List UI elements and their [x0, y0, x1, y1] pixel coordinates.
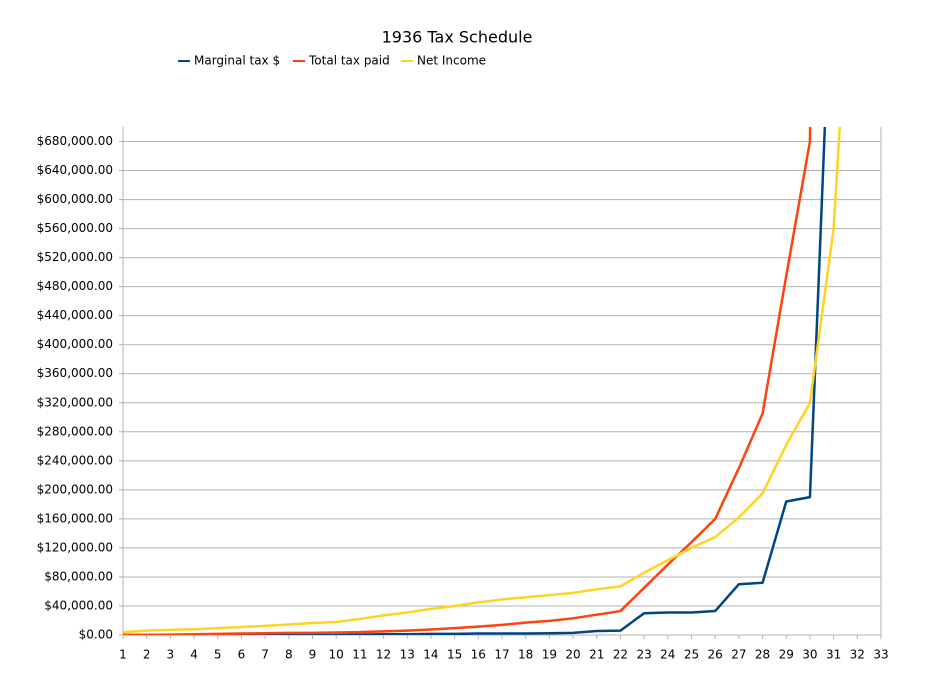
y-tick-label: $360,000.00: [37, 366, 113, 380]
x-tick-label: 21: [589, 648, 604, 662]
x-tick-label: 8: [285, 648, 293, 662]
x-tick-label: 18: [518, 648, 533, 662]
y-tick-label: $680,000.00: [37, 134, 113, 148]
x-tick-label: 4: [190, 648, 198, 662]
y-tick-label: $520,000.00: [37, 250, 113, 264]
x-tick-label: 7: [261, 648, 269, 662]
x-tick-label: 29: [779, 648, 794, 662]
x-tick-label: 25: [684, 648, 699, 662]
x-tick-label: 6: [238, 648, 246, 662]
y-tick-label: $600,000.00: [37, 192, 113, 206]
y-tick-label: $640,000.00: [37, 163, 113, 177]
series-line: [123, 127, 827, 635]
x-tick-label: 5: [214, 648, 222, 662]
x-tick-label: 23: [636, 648, 651, 662]
y-tick-label: $320,000.00: [37, 395, 113, 409]
legend-label: Total tax paid: [308, 54, 390, 68]
x-tick-label: 3: [167, 648, 175, 662]
y-tick-label: $40,000.00: [44, 598, 113, 612]
x-tick-label: 27: [731, 648, 746, 662]
y-tick-label: $400,000.00: [37, 337, 113, 351]
x-tick-label: 13: [400, 648, 415, 662]
x-tick-label: 28: [755, 648, 770, 662]
x-tick-label: 9: [309, 648, 317, 662]
chart-title: 1936 Tax Schedule: [382, 28, 533, 47]
y-tick-label: $160,000.00: [37, 511, 113, 525]
x-tick-label: 26: [708, 648, 723, 662]
x-tick-label: 15: [447, 648, 462, 662]
y-tick-label: $120,000.00: [37, 540, 113, 554]
y-tick-label: $560,000.00: [37, 221, 113, 235]
y-tick-label: $280,000.00: [37, 424, 113, 438]
x-tick-label: 16: [471, 648, 486, 662]
y-tick-label: $440,000.00: [37, 308, 113, 322]
x-tick-label: 32: [850, 648, 865, 662]
x-tick-label: 11: [352, 648, 367, 662]
y-tick-label: $480,000.00: [37, 279, 113, 293]
series-line: [123, 127, 842, 634]
y-tick-label: $0.00: [79, 628, 113, 642]
legend-label: Net Income: [417, 54, 486, 68]
x-tick-label: 20: [565, 648, 580, 662]
x-tick-label: 14: [423, 648, 438, 662]
x-tick-label: 19: [542, 648, 557, 662]
y-tick-label: $200,000.00: [37, 482, 113, 496]
x-tick-label: 33: [873, 648, 888, 662]
x-tick-label: 1: [119, 648, 127, 662]
x-tick-label: 24: [660, 648, 675, 662]
x-tick-label: 12: [376, 648, 391, 662]
legend-label: Marginal tax $: [194, 54, 280, 68]
x-tick-label: 10: [329, 648, 344, 662]
y-tick-label: $80,000.00: [44, 569, 113, 583]
x-tick-label: 17: [494, 648, 509, 662]
x-tick-label: 2: [143, 648, 151, 662]
x-tick-label: 22: [613, 648, 628, 662]
series-line: [123, 127, 812, 635]
y-tick-label: $240,000.00: [37, 453, 113, 467]
x-tick-label: 30: [802, 648, 817, 662]
x-tick-label: 31: [826, 648, 841, 662]
plot-lines: [123, 127, 842, 635]
